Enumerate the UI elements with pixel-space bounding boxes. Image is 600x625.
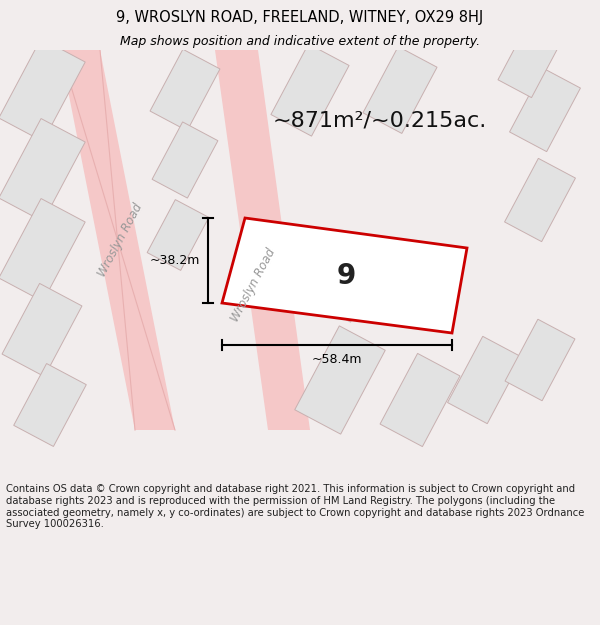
Polygon shape <box>147 199 209 271</box>
Polygon shape <box>215 50 310 430</box>
Text: ~38.2m: ~38.2m <box>149 254 200 267</box>
Text: 9: 9 <box>337 261 356 289</box>
Text: Wroslyn Road: Wroslyn Road <box>95 201 145 279</box>
Polygon shape <box>295 326 385 434</box>
Polygon shape <box>152 122 218 198</box>
Polygon shape <box>380 353 460 447</box>
Text: Map shows position and indicative extent of the property.: Map shows position and indicative extent… <box>120 35 480 48</box>
Polygon shape <box>0 199 85 301</box>
Polygon shape <box>0 119 85 221</box>
Polygon shape <box>505 158 575 242</box>
Polygon shape <box>150 49 220 131</box>
Polygon shape <box>498 22 562 98</box>
Text: Contains OS data © Crown copyright and database right 2021. This information is : Contains OS data © Crown copyright and d… <box>6 484 584 529</box>
Polygon shape <box>317 262 373 322</box>
Polygon shape <box>363 46 437 134</box>
Polygon shape <box>14 364 86 446</box>
Polygon shape <box>509 68 580 152</box>
Polygon shape <box>0 39 85 141</box>
Polygon shape <box>271 44 349 136</box>
Text: ~871m²/~0.215ac.: ~871m²/~0.215ac. <box>273 110 487 130</box>
Polygon shape <box>505 319 575 401</box>
Polygon shape <box>2 283 82 377</box>
Polygon shape <box>222 218 467 333</box>
Text: Wroslyn Road: Wroslyn Road <box>228 246 278 324</box>
Polygon shape <box>60 50 175 430</box>
Text: ~58.4m: ~58.4m <box>312 353 362 366</box>
Text: 9, WROSLYN ROAD, FREELAND, WITNEY, OX29 8HJ: 9, WROSLYN ROAD, FREELAND, WITNEY, OX29 … <box>116 10 484 25</box>
Polygon shape <box>448 336 523 424</box>
